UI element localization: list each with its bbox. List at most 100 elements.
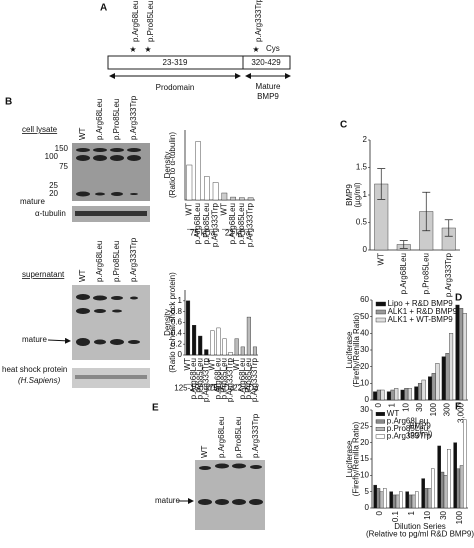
loading-label: (H.Sapiens) [18,376,61,385]
y-tick-label: 0.5 [356,218,368,227]
y-tick-label: 0.8 [171,307,183,316]
bar [383,488,387,509]
error-bar [399,240,408,249]
group-label: 75 kDa [209,383,235,392]
bar [246,316,251,356]
legend-swatch [375,412,386,416]
bar [424,488,429,509]
bar [441,356,446,401]
y-tick-label: 15 [360,454,369,463]
bar [447,449,451,509]
y-axis-label: Luciferase [345,331,354,368]
x-tick-label: 0.1 [391,510,400,522]
x-tick-label: p.Arg333Trp [211,202,220,247]
y-tick-label: 1 [363,190,368,199]
bar [379,491,384,509]
mature-label: mature [22,335,47,344]
panel-label: A [100,3,107,14]
bar [417,383,423,401]
y-tick-label: 0 [365,503,370,512]
x-tick-label: 300 [443,402,452,416]
x-tick-label: p.Pro85Leu [202,203,211,244]
y-tick-label: 40 [360,328,369,337]
prodomain-label: Prodomain [156,83,195,92]
bar [198,335,203,356]
x-tick-label: p.Arg68Leu [228,203,237,244]
x-tick-label: 0 [375,510,384,515]
legend-label: Lipo + R&D BMP9 [388,299,454,308]
lane-label: p.Arg68Leu [95,99,104,140]
error-bar [444,219,453,237]
y-tick-label: 60 [360,295,369,304]
mature-label: Mature [256,82,281,91]
y-tick-label: 0.2 [171,339,183,348]
x-tick-label: WT [184,203,193,216]
bar [399,491,403,509]
bar [373,484,378,509]
y-axis-label: (Ratio to α-tubulin) [168,132,177,198]
bar [373,391,378,401]
y-tick-label: 0.4 [171,328,183,337]
y-tick-label: 25 [360,421,369,430]
bar [376,488,381,509]
bar [462,313,467,401]
bar [415,491,419,509]
bar [427,488,432,509]
mutation-label: p.Arg68Leu [131,1,140,42]
bar [216,327,221,356]
x-tick-label: p.Arg68Leu [238,358,247,399]
x-tick-label: 3,000 [456,402,465,423]
x-tick-label: p.Pro85Leu [195,358,204,399]
legend-swatch [375,434,386,439]
lane-label: p.Pro85Leu [234,417,243,458]
marker-label: 20 [49,189,58,198]
blot-title: cell lysate [22,125,58,134]
bar [405,491,410,509]
lane-label: WT [78,127,87,140]
panel-label: F [455,402,461,413]
bar [431,373,436,401]
bar [400,389,405,401]
error-bar [422,191,431,232]
bar [449,333,454,401]
star: ★ [144,45,151,54]
bar [247,197,254,201]
x-tick-label: p.Arg333Trp [201,357,210,402]
bar [195,141,201,201]
x-tick-label: p.Arg333Trp [226,357,235,402]
x-tick-label: 10 [401,402,410,411]
blot [195,460,265,530]
bar [440,471,445,509]
x-axis-label: Dilution Series [394,522,446,531]
y-tick-label: 10 [360,470,369,479]
x-tick-label: 0 [374,402,383,407]
lane-label: p.Pro85Leu [112,99,121,140]
x-axis-label: BMP9 [409,422,431,431]
x-tick-label: p.Pro85Leu [244,358,253,399]
mature-label: BMP9 [257,92,279,101]
lane-label: p.Pro85Leu [112,241,121,282]
y-tick-label: 50 [360,312,369,321]
bar [445,353,450,401]
blot [72,143,150,201]
x-tick-label: p.Arg68Leu [399,253,408,294]
x-tick-label: WT [376,253,385,266]
bar [421,478,426,509]
bar [228,352,233,356]
legend-swatch [375,427,386,431]
panel-label: D [455,293,462,304]
panel-label: E [152,403,159,414]
lane-label: p.Arg68Leu [217,417,226,458]
x-tick-label: p.Pro85Leu [421,253,430,294]
bar [212,182,219,201]
x-tick-label: 1 [388,402,397,407]
loading-label: α-tubulin [35,209,66,218]
bar [222,338,227,356]
y-axis-label: Luciferase [345,440,354,477]
bar [252,346,257,356]
bar [240,346,245,356]
bar [192,325,197,356]
x-tick-label: p.Arg333Trp [250,357,259,402]
legend-label: p.Arg333Trp [387,432,432,441]
y-tick-label: 30 [360,345,369,354]
